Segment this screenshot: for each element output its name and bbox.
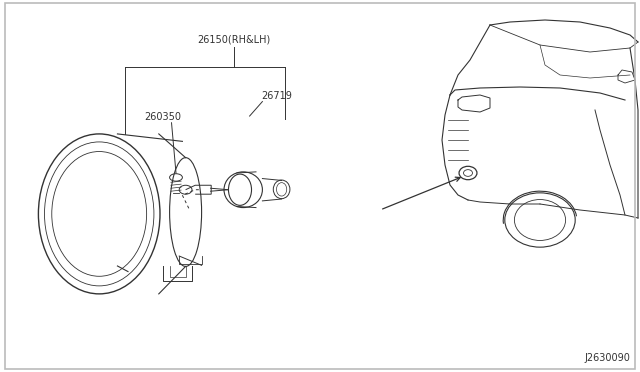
Text: 26719: 26719 [261,91,292,101]
Text: 26150(RH&LH): 26150(RH&LH) [197,35,270,45]
Text: 260350: 260350 [145,112,182,122]
Text: J2630090: J2630090 [584,353,630,363]
